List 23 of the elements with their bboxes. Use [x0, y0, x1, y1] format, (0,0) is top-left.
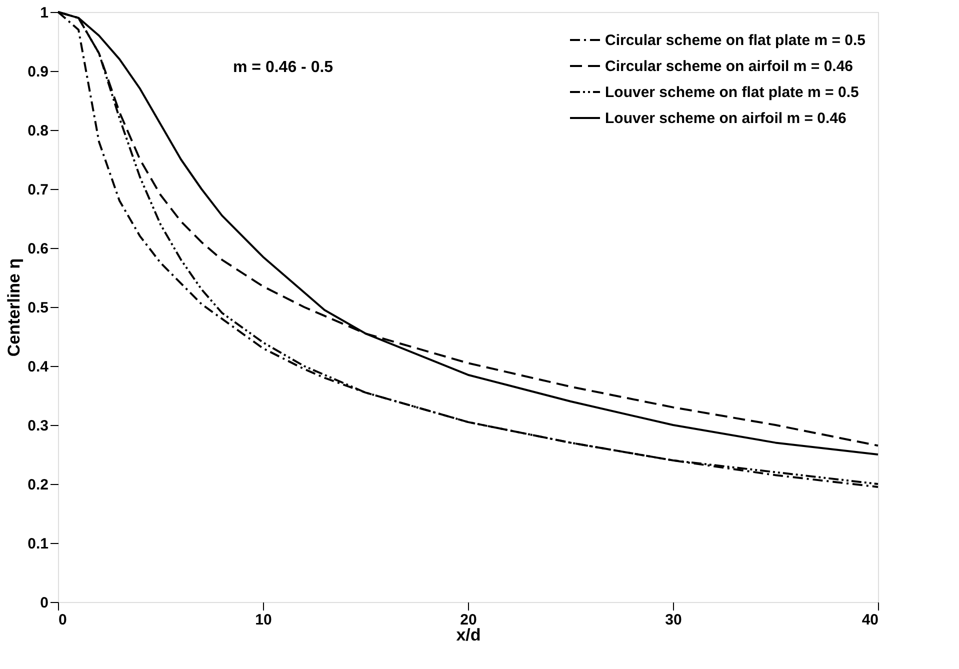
y-tick-label: 0 [40, 594, 48, 612]
y-axis-title: Centerline η [4, 258, 24, 357]
y-tick-label: 0.2 [28, 476, 48, 494]
x-tick-label: 10 [255, 612, 272, 628]
legend-label: Circular scheme on flat plate m = 0.5 [605, 32, 866, 49]
x-tick-label: 30 [665, 612, 682, 628]
x-axis-title: x/d [456, 626, 481, 644]
annotation: m = 0.46 - 0.5 [233, 59, 334, 76]
y-tick-label: 0.1 [28, 536, 48, 552]
y-tick-label: 0.5 [28, 300, 48, 316]
y-tick-label: 0.9 [28, 64, 48, 80]
legend-label: Louver scheme on flat plate m = 0.5 [605, 84, 859, 101]
legend-label: Circular scheme on airfoil m = 0.46 [605, 58, 854, 75]
y-tick-label: 0.3 [28, 418, 48, 434]
y-tick-label: 1 [40, 4, 48, 22]
y-tick-label: 0.8 [28, 122, 48, 140]
y-tick-label: 0.4 [28, 358, 50, 376]
legend-label: Louver scheme on airfoil m = 0.46 [605, 110, 846, 127]
x-tick-label: 0 [58, 612, 67, 628]
x-tick-label: 40 [862, 612, 878, 628]
y-tick-label: 0.7 [28, 182, 48, 198]
y-tick-label: 0.6 [28, 240, 48, 258]
x-tick-label: 20 [460, 612, 477, 628]
